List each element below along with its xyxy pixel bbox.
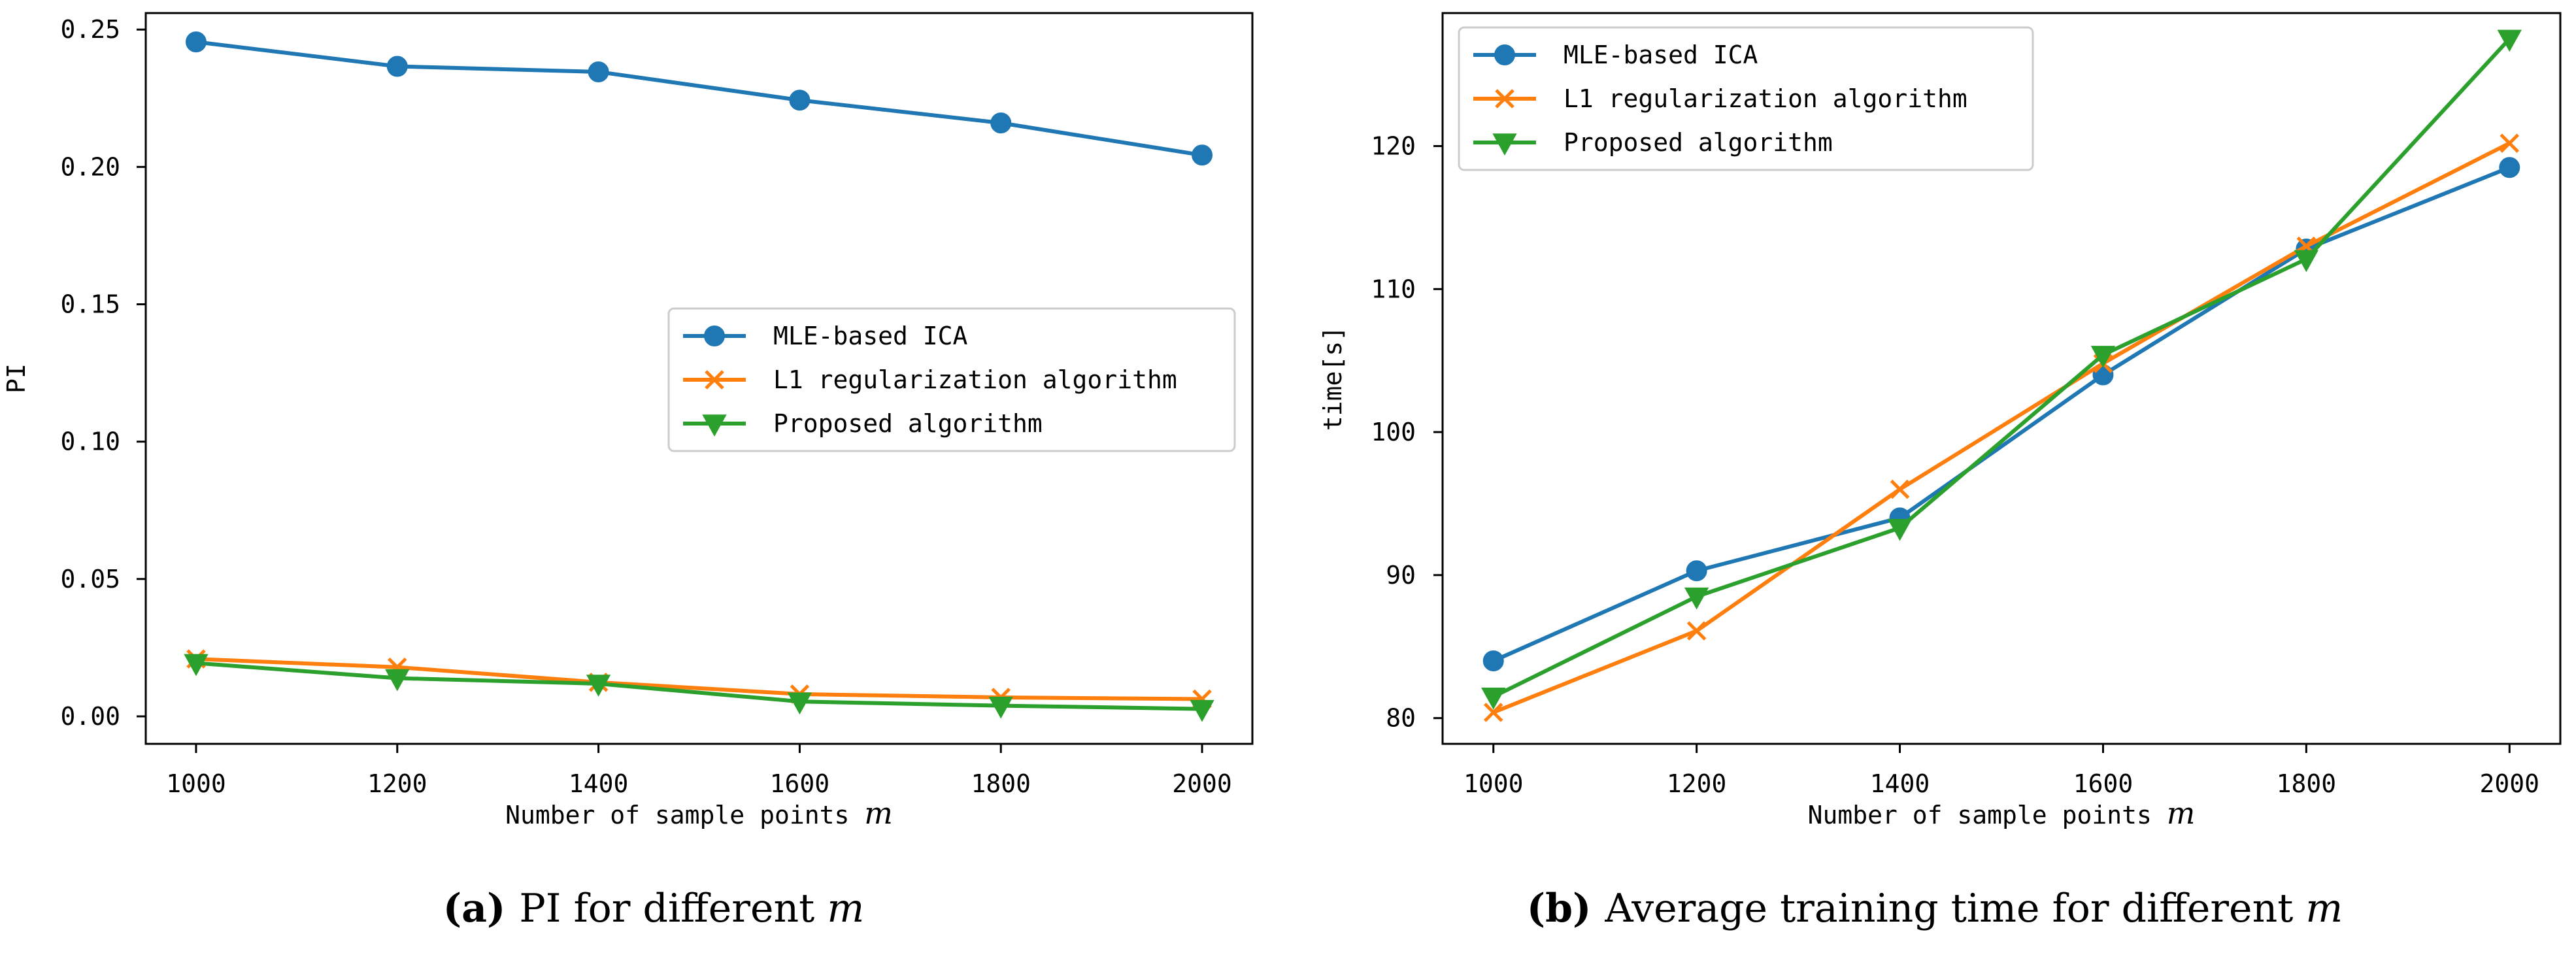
legend: MLE-based ICA L1 regularization algorithm… xyxy=(1458,26,2034,171)
legend-label: L1 regularization algorithm xyxy=(1564,84,1967,113)
data-point xyxy=(990,112,1012,134)
x-tick-label: 1600 xyxy=(2073,769,2133,798)
series-2 xyxy=(184,654,1214,722)
y-tick-label: 100 xyxy=(1371,418,1416,446)
legend-label: L1 regularization algorithm xyxy=(773,365,1177,394)
legend-item: Proposed algorithm xyxy=(683,409,1043,438)
y-tick-label: 0.25 xyxy=(60,15,120,44)
legend-marker xyxy=(702,414,727,437)
series-line xyxy=(1492,141,2511,714)
x-tick-label: 1600 xyxy=(770,769,830,798)
data-point xyxy=(386,56,408,77)
y-axis-label: time[s] xyxy=(1318,326,1347,431)
data-point xyxy=(787,692,812,715)
series-0 xyxy=(185,31,1213,166)
x-tick-label: 1800 xyxy=(971,769,1031,798)
x-tick-label: 1800 xyxy=(2277,769,2337,798)
data-point xyxy=(2499,157,2520,178)
data-point xyxy=(2497,29,2522,52)
x-tick-label: 1400 xyxy=(569,769,629,798)
series-2 xyxy=(1481,29,2522,710)
data-point xyxy=(1684,587,1709,610)
series-1 xyxy=(1483,133,2520,722)
y-axis-label: PI xyxy=(2,363,31,393)
legend-box xyxy=(1458,26,2034,171)
legend-marker xyxy=(704,326,725,346)
data-point xyxy=(2090,346,2116,368)
y-tick-label: 0.10 xyxy=(60,427,120,456)
legend-box xyxy=(667,307,1236,452)
x-tick-label: 1400 xyxy=(1870,769,1930,798)
data-point xyxy=(385,669,410,692)
legend-item: MLE-based ICA xyxy=(683,322,968,350)
panel-b: 1000 1200 1400 1600 1800 2000 80 90 100 110 120 Num… xyxy=(1318,12,2562,931)
x-tick-label: 1000 xyxy=(166,769,226,798)
data-point xyxy=(185,31,207,53)
legend-label: Proposed algorithm xyxy=(773,409,1043,438)
plot-frame xyxy=(1441,12,2562,745)
data-point xyxy=(2294,250,2319,273)
series-1 xyxy=(186,649,1212,709)
legend-item: L1 regularization algorithm xyxy=(683,365,1177,394)
y-tick-label: 80 xyxy=(1386,704,1416,733)
x-tick-label: 1200 xyxy=(367,769,427,798)
data-point xyxy=(184,654,209,677)
figure-caption: (a) PI for different m xyxy=(443,886,864,931)
data-point xyxy=(1483,703,1503,722)
series-line xyxy=(195,661,1203,711)
data-point xyxy=(1192,144,1213,166)
y-tick-label: 0.00 xyxy=(60,702,120,731)
x-tick-label: 2000 xyxy=(1172,769,1232,798)
x-axis-label: Number of sample points m xyxy=(505,795,893,831)
data-point xyxy=(588,61,609,82)
series-line xyxy=(195,657,1203,701)
legend-item: L1 regularization algorithm xyxy=(1473,84,1967,113)
y-tick-label: 0.15 xyxy=(60,290,120,319)
legend-marker xyxy=(1494,44,1515,65)
series-line xyxy=(1492,37,2511,699)
legend-label: Proposed algorithm xyxy=(1564,128,1833,157)
data-point xyxy=(1686,621,1707,641)
data-point xyxy=(1482,650,1504,672)
data-point xyxy=(789,90,811,111)
y-tick-label: 90 xyxy=(1386,561,1416,590)
data-point xyxy=(1190,699,1214,722)
series-0 xyxy=(1482,157,2520,672)
data-point xyxy=(1686,560,1707,582)
panel-a: 1000 1200 1400 1600 1800 2000 0.00 0.05 0.10 0.15… xyxy=(2,12,1254,931)
y-tick-label: 0.20 xyxy=(60,152,120,181)
legend-label: MLE-based ICA xyxy=(1564,41,1758,69)
figure-caption: (b) Average training time for different … xyxy=(1527,886,2343,931)
data-point xyxy=(1887,518,1913,541)
x-axis-label: Number of sample points m xyxy=(1808,795,2196,831)
x-tick-label: 1000 xyxy=(1464,769,1524,798)
data-point xyxy=(1890,479,1910,499)
legend-item: MLE-based ICA xyxy=(1473,41,1758,69)
legend-marker xyxy=(1492,133,1517,156)
data-point xyxy=(1481,688,1506,710)
data-point xyxy=(2500,133,2520,153)
data-point xyxy=(586,675,611,697)
plot-frame xyxy=(144,12,1254,745)
legend-label: MLE-based ICA xyxy=(773,322,968,350)
series-line xyxy=(1492,165,2511,663)
y-tick-label: 110 xyxy=(1371,275,1416,303)
data-point xyxy=(988,696,1013,719)
x-tick-label: 1200 xyxy=(1667,769,1727,798)
legend-marker xyxy=(1495,89,1514,109)
y-tick-label: 0.05 xyxy=(60,565,120,594)
legend-item: Proposed algorithm xyxy=(1473,128,1833,157)
y-tick-label: 120 xyxy=(1371,131,1416,160)
series-line xyxy=(195,40,1203,158)
x-tick-label: 2000 xyxy=(2480,769,2540,798)
legend-marker xyxy=(705,370,724,390)
legend: MLE-based ICA L1 regularization algorithm… xyxy=(667,307,1236,452)
